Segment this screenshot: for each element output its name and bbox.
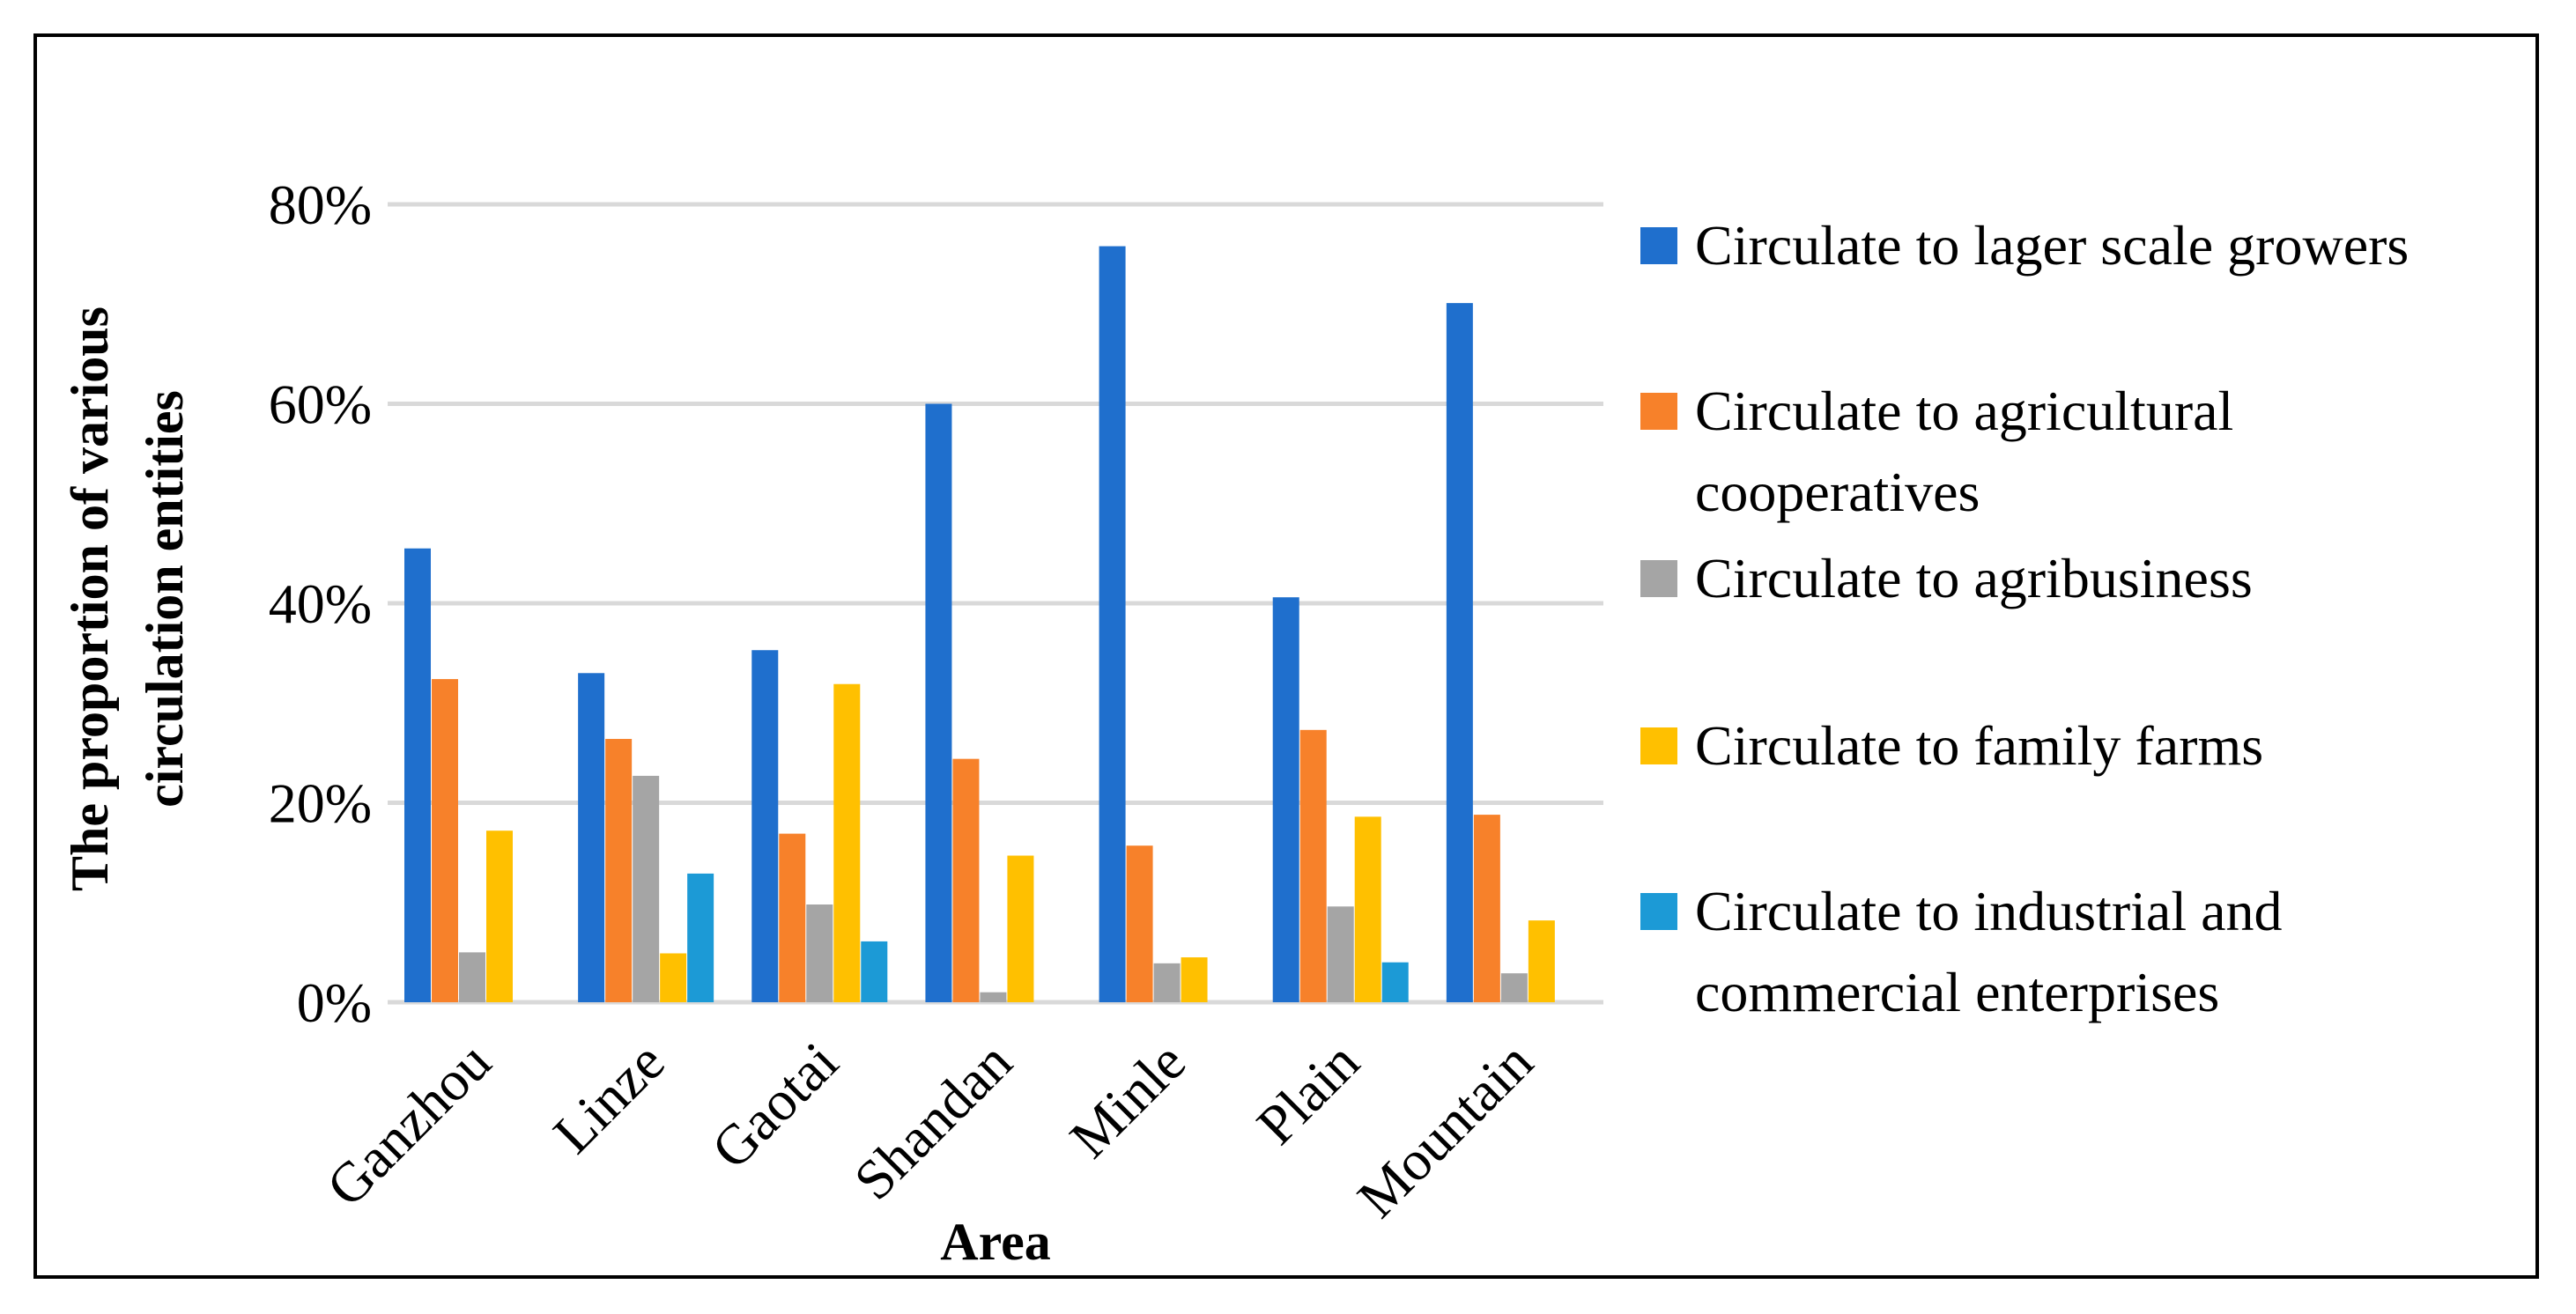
bar-ganzhou-series-1 [404,548,431,1002]
gridlines [388,202,1603,1005]
x-tick-label: Gaotai [700,1030,850,1181]
legend-label-2-line-2: cooperatives [1695,461,1980,523]
bar-plain-series-5 [1381,962,1409,1002]
x-tick-label: Minle [1058,1030,1197,1170]
bar-gaotai-series-2 [779,833,806,1002]
x-axis-title: Area [940,1213,1051,1271]
x-tick-label: Mountain [1345,1030,1544,1229]
bar-minle-series-2 [1126,845,1153,1002]
x-tick-label: Shandan [842,1030,1024,1212]
bar-mountain-series-4 [1528,920,1555,1002]
y-axis-title-line-1: The proportion of various [61,306,119,891]
bar-ganzhou-series-4 [486,830,513,1002]
x-tick-label: Plain [1245,1030,1371,1156]
bar-linze-series-2 [605,739,633,1002]
bar-mountain-series-2 [1473,815,1500,1002]
bar-linze-series-3 [633,775,660,1002]
legend-swatch-4 [1640,727,1677,764]
bar-plain-series-1 [1272,597,1299,1002]
bar-ganzhou-series-2 [432,679,458,1002]
bar-shandan-series-4 [1007,855,1034,1002]
bar-linze-series-4 [660,953,687,1002]
y-tick-label: 80% [269,173,372,236]
bar-shandan-series-3 [980,992,1007,1002]
y-tick-label: 60% [269,373,372,436]
bar-shandan-series-1 [925,403,952,1002]
legend-swatch-2 [1640,393,1677,430]
bar-linze-series-5 [687,873,714,1002]
legend-label-4-line-1: Circulate to family farms [1695,714,2263,777]
y-tick-label: 0% [297,971,372,1034]
legend-label-1-line-1: Circulate to lager scale growers [1695,214,2409,277]
legend-swatch-5 [1640,893,1677,930]
legend: Circulate to lager scale growers Circulat… [1640,214,2409,1023]
legend-swatch-1 [1640,227,1677,264]
y-tick-label: 20% [269,772,372,835]
bars [404,246,1555,1002]
bar-linze-series-1 [578,673,605,1002]
bar-minle-series-4 [1181,957,1208,1002]
y-tick-label: 40% [269,572,372,635]
bar-plain-series-2 [1299,729,1327,1002]
bar-plain-series-3 [1327,906,1354,1002]
bar-minle-series-3 [1153,963,1181,1002]
bar-shandan-series-2 [952,758,980,1002]
bar-ganzhou-series-3 [459,952,485,1002]
bar-plain-series-4 [1354,816,1381,1002]
legend-label-2-line-1: Circulate to agricultural [1695,380,2233,442]
bar-mountain-series-1 [1446,303,1473,1002]
bar-gaotai-series-5 [861,941,888,1002]
y-axis-title-line-2: circulation entities [136,390,194,808]
x-tick-label: Ganzhou [315,1030,503,1219]
bar-minle-series-1 [1099,246,1126,1002]
x-tick-label: Linze [541,1030,676,1165]
legend-label-5-line-2: commercial enterprises [1695,961,2219,1023]
legend-swatch-3 [1640,560,1677,597]
legend-label-5-line-1: Circulate to industrial and [1695,880,2283,942]
legend-label-3-line-1: Circulate to agribusiness [1695,547,2253,609]
bar-gaotai-series-3 [806,904,833,1002]
bar-mountain-series-3 [1500,973,1528,1002]
bar-gaotai-series-1 [751,650,779,1002]
bar-gaotai-series-4 [833,683,861,1002]
